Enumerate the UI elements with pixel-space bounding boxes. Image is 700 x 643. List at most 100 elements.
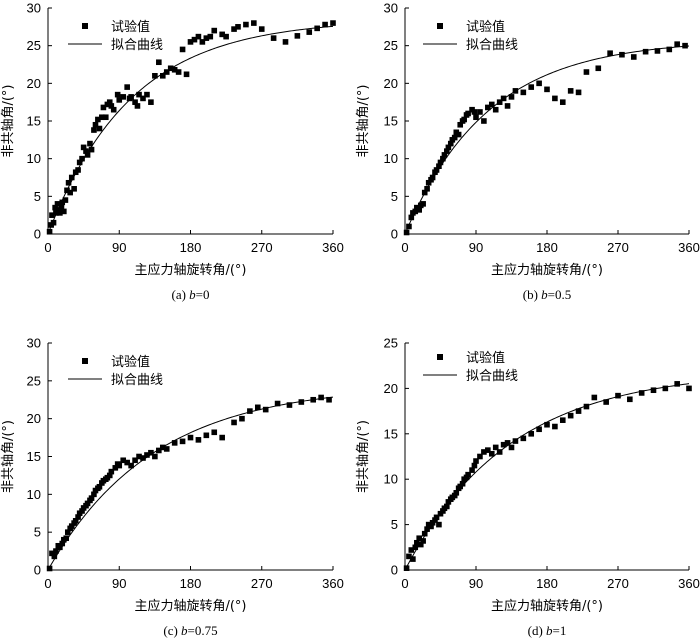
data-point [451, 134, 458, 141]
x-axis-title: 主应力轴旋转角/(°) [134, 598, 246, 614]
data-point [520, 435, 527, 442]
data-point [508, 94, 515, 100]
data-point [686, 385, 692, 392]
data-point [53, 210, 59, 216]
data-point [159, 444, 166, 451]
data-point [282, 39, 289, 45]
y-tick-label: 25 [384, 336, 398, 351]
legend-label-observed: 试验值 [466, 350, 505, 366]
data-point [106, 472, 113, 479]
data-point [420, 538, 426, 544]
panel-caption: (d) b=1 [528, 623, 567, 638]
data-point [492, 444, 499, 451]
data-point [58, 204, 65, 211]
data-point [433, 514, 440, 521]
data-point [106, 99, 113, 105]
data-point [183, 71, 190, 78]
data-point [108, 103, 115, 109]
caption-variable: b [546, 623, 553, 638]
y-tick-label: 20 [27, 411, 41, 426]
data-point [68, 174, 75, 181]
data-point [120, 94, 127, 100]
data-point [437, 159, 444, 166]
data-point [417, 541, 424, 548]
legend-marker [82, 23, 88, 29]
caption-value: =0.5 [548, 287, 572, 302]
data-point [128, 462, 134, 469]
data-point [591, 394, 598, 401]
data-point [471, 462, 478, 469]
data-point [416, 535, 422, 542]
data-point [88, 146, 95, 153]
data-point [116, 462, 123, 469]
data-point [408, 547, 415, 553]
data-point [64, 187, 70, 194]
x-tick-label: 180 [536, 240, 558, 255]
data-point [314, 25, 320, 32]
data-point [163, 446, 170, 452]
data-point [96, 125, 103, 132]
data-point [410, 556, 416, 562]
data-point [71, 186, 77, 192]
data-point [666, 46, 673, 53]
data-point [136, 453, 142, 460]
x-tick-label: 270 [251, 576, 273, 591]
data-point [457, 121, 464, 128]
data-point [134, 103, 141, 109]
data-point [171, 66, 178, 73]
data-point [536, 426, 542, 433]
y-tick-label: 0 [34, 563, 41, 578]
data-point [84, 152, 91, 158]
data-point [421, 189, 428, 196]
data-point [65, 179, 72, 186]
y-tick-label: 15 [27, 114, 41, 129]
data-point [416, 207, 422, 213]
fit-curve [404, 383, 690, 571]
legend-label-fit: 拟合曲线 [111, 373, 163, 388]
data-point [662, 385, 669, 392]
caption-prefix: (d) [528, 623, 546, 638]
data-point [471, 109, 478, 115]
data-point [140, 455, 146, 461]
caption-value: =0 [196, 287, 210, 302]
data-point [75, 514, 81, 520]
data-point [408, 214, 415, 221]
chart-panel-3: 0 90 180 270 360 0 5 10 15 20 25 30 主应力轴旋转角/(°) 非共轴角/… [1, 336, 344, 639]
data-point [251, 20, 257, 26]
caption-value: =0.75 [188, 623, 218, 638]
data-point [51, 553, 58, 560]
data-point [504, 440, 511, 446]
data-point [144, 452, 150, 458]
y-tick-label: 10 [384, 472, 398, 487]
data-point [49, 212, 55, 218]
data-point [128, 94, 134, 100]
data-point [412, 544, 419, 551]
data-point [528, 84, 535, 90]
legend-marker [437, 354, 443, 360]
legend-marker [437, 23, 443, 29]
x-tick-label: 90 [112, 576, 126, 591]
data-point [100, 104, 107, 111]
data-point [453, 490, 460, 496]
x-tick-label: 360 [678, 240, 700, 255]
data-point [124, 459, 130, 466]
x-axis-title: 主应力轴旋转角/(°) [491, 262, 603, 278]
data-point [167, 65, 174, 72]
data-point [72, 518, 79, 524]
data-point [544, 86, 550, 93]
y-tick-label: 10 [27, 151, 41, 166]
data-point [440, 155, 446, 162]
data-point [455, 131, 462, 138]
fit-curve [47, 396, 334, 571]
caption-variable: b [541, 287, 548, 302]
data-point [642, 48, 649, 55]
data-point [75, 167, 81, 173]
data-point [318, 394, 324, 401]
data-point [91, 491, 97, 498]
data-point [258, 26, 265, 32]
data-point [528, 431, 535, 437]
data-point [330, 20, 336, 26]
data-point [615, 392, 621, 399]
data-point [124, 84, 130, 90]
data-point [46, 228, 53, 235]
